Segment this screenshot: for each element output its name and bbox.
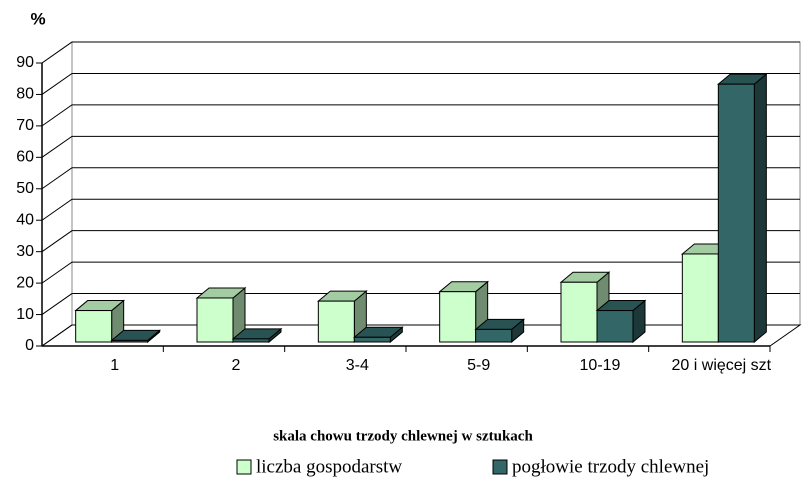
bar-front — [717, 83, 755, 343]
x-tick-label: 20 i więcej szt — [671, 357, 772, 374]
bar-front — [439, 291, 477, 343]
x-tick-label: 1 — [110, 357, 120, 374]
y-tick-label: 90 — [16, 54, 34, 71]
y-tick-label: 80 — [16, 86, 34, 103]
legend-label: pogłowie trzody chlewnej — [512, 456, 709, 477]
bar — [352, 326, 404, 344]
side-wall — [41, 41, 73, 347]
grid-line — [41, 72, 800, 95]
x-tick-label: 10-19 — [579, 357, 621, 374]
y-tick-label: 30 — [16, 243, 34, 260]
bar-side — [753, 73, 767, 344]
grid-line — [41, 198, 800, 221]
bar — [231, 327, 283, 344]
grid-line — [41, 324, 800, 347]
bar-front — [353, 336, 391, 343]
bar-front — [596, 310, 634, 343]
y-tick-label: 20 — [16, 274, 34, 291]
bar-front — [560, 281, 598, 343]
y-tick-label: 60 — [16, 149, 34, 166]
bar-front — [75, 310, 113, 343]
bar-front — [196, 297, 234, 343]
legend-swatch — [492, 459, 508, 475]
x-tick-label: 5-9 — [467, 357, 491, 374]
grid-line — [41, 167, 800, 190]
legend-label: liczba gospodarstw — [256, 456, 402, 477]
bar-front — [317, 300, 355, 343]
y-tick-label: 40 — [16, 211, 34, 228]
y-axis-label: % — [30, 9, 45, 28]
bar — [595, 299, 647, 344]
bar — [110, 329, 162, 344]
grid-line — [41, 293, 800, 315]
y-tick-label: 70 — [16, 117, 34, 134]
bar — [716, 73, 768, 344]
y-tick-label: 0 — [25, 337, 34, 354]
bar-front — [681, 253, 719, 343]
bar — [474, 318, 526, 344]
grid-line — [41, 230, 800, 253]
y-tick-label: 10 — [16, 306, 34, 323]
bar-front — [475, 328, 513, 343]
x-tick-label: 2 — [231, 357, 241, 374]
grid-line — [41, 135, 800, 158]
x-axis-label: skala chowu trzody chlewnej w sztukach — [273, 428, 533, 444]
bar — [195, 286, 247, 344]
legend-swatch — [236, 459, 252, 475]
grid-line — [41, 104, 800, 127]
bar — [438, 280, 490, 344]
x-tick-label: 3-4 — [345, 357, 369, 374]
bar-front — [232, 338, 270, 343]
bar-front — [111, 339, 149, 343]
y-tick-label: 50 — [16, 180, 34, 197]
grid-line — [41, 261, 800, 284]
grid-line — [41, 41, 800, 64]
